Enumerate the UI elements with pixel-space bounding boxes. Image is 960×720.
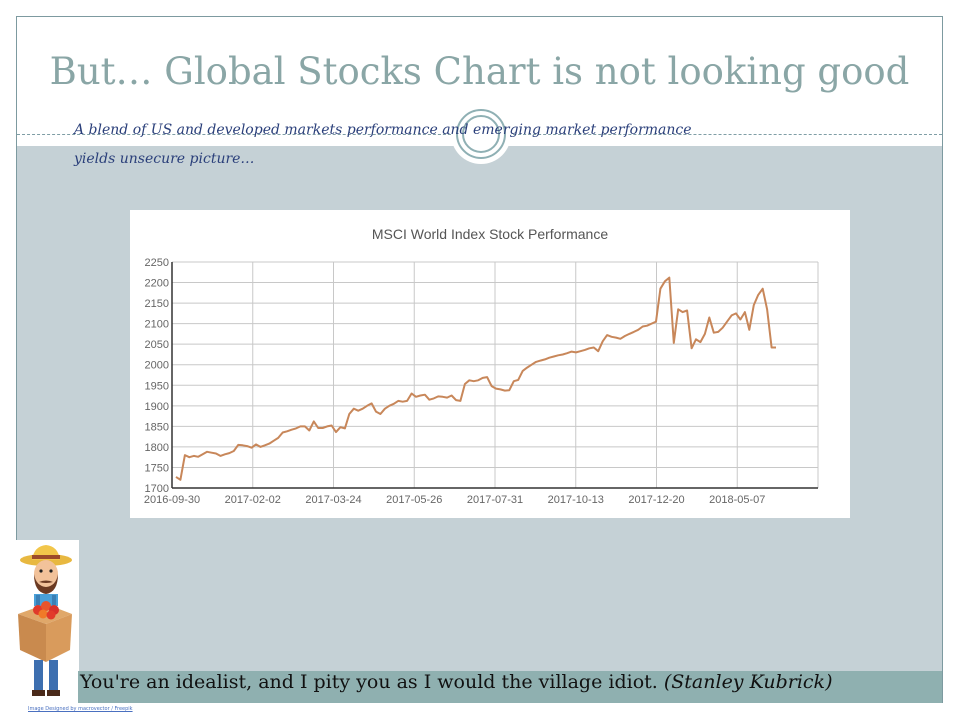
quote: You're an idealist, and I pity you as I … bbox=[80, 668, 832, 696]
x-tick-label: 2017-12-20 bbox=[628, 494, 684, 506]
farmer-illustration bbox=[16, 540, 79, 703]
y-tick-label: 2200 bbox=[145, 278, 169, 290]
x-tick-label: 2017-05-26 bbox=[386, 494, 442, 506]
y-tick-label: 1850 bbox=[145, 421, 169, 433]
x-tick-label: 2017-07-31 bbox=[467, 494, 523, 506]
y-tick-label: 2150 bbox=[145, 298, 169, 310]
image-credit-link[interactable]: Image Designed by macrovector / Freepik bbox=[28, 706, 133, 712]
chart-container: MSCI World Index Stock Performance 1700 1… bbox=[130, 210, 850, 518]
decorative-ring-inner bbox=[462, 115, 500, 153]
y-tick-label: 1700 bbox=[145, 483, 169, 495]
quote-text: You're an idealist, and I pity you as I … bbox=[80, 671, 658, 693]
y-axis-ticks: 1700 1750 1800 1850 1900 1950 2000 2050 2100 2150… bbox=[145, 257, 169, 495]
slide-title: But… Global Stocks Chart is not looking … bbox=[49, 50, 910, 93]
y-tick-label: 1950 bbox=[145, 380, 169, 392]
quote-author: (Stanley Kubrick) bbox=[663, 671, 833, 693]
y-tick-label: 1900 bbox=[145, 401, 169, 413]
y-tick-label: 1800 bbox=[145, 442, 169, 454]
x-axis-ticks: 2016-09-30 2017-02-02 2017-03-24 2017-05-26… bbox=[144, 494, 766, 506]
y-tick-label: 2250 bbox=[145, 257, 169, 269]
chart-grid bbox=[171, 261, 819, 489]
slide-subtitle: A blend of US and developed markets perf… bbox=[74, 122, 692, 167]
quote-bar bbox=[78, 671, 942, 703]
x-tick-label: 2018-05-07 bbox=[709, 494, 765, 506]
x-tick-label: 2016-09-30 bbox=[144, 494, 200, 506]
y-tick-label: 1750 bbox=[145, 462, 169, 474]
series-line bbox=[175, 276, 776, 481]
line-chart: MSCI World Index Stock Performance 17001… bbox=[144, 226, 819, 506]
farmer-icon bbox=[18, 545, 72, 696]
y-tick-label: 2000 bbox=[145, 360, 169, 372]
x-tick-label: 2017-10-13 bbox=[548, 494, 604, 506]
x-tick-label: 2017-03-24 bbox=[305, 494, 361, 506]
y-tick-label: 2100 bbox=[145, 319, 169, 331]
chart-title: MSCI World Index Stock Performance bbox=[372, 226, 608, 242]
series-layer bbox=[175, 276, 776, 481]
y-tick-label: 2050 bbox=[145, 339, 169, 351]
chart-axes bbox=[171, 262, 818, 489]
x-tick-label: 2017-02-02 bbox=[225, 494, 281, 506]
